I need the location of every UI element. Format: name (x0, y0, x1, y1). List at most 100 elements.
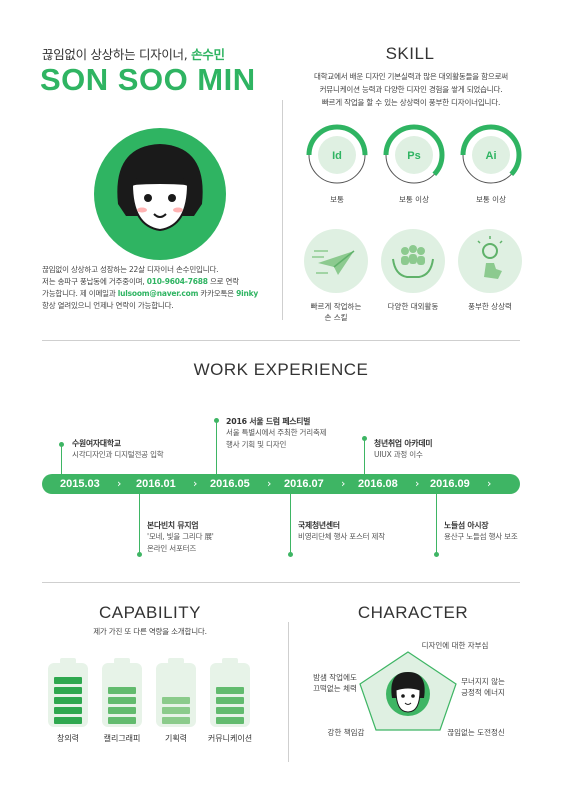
trait-label-line: 손 스킬 (324, 313, 348, 322)
battery-segment (216, 697, 244, 704)
battery-segment (54, 717, 82, 724)
skill-level: 보통 이상 (476, 195, 506, 204)
event-desc: 행사 기획 및 디자인 (226, 440, 287, 449)
trait-line: 밤샘 작업에도 (313, 673, 357, 682)
skill-desc-line: 빠르게 작업을 할 수 있는 상상력이 풍부한 디자이너입니다. (321, 98, 501, 107)
character-trait: 끊임없는 도전정신 (447, 728, 505, 737)
event-desc: 서울 특별시에서 주최한 거리축제 (226, 428, 327, 437)
kakao-id: 9inky (236, 289, 259, 298)
people-hands-icon (392, 245, 434, 278)
divider (42, 340, 520, 341)
timeline-event: 청년취업 아카데미 UIUX 과정 이수 (374, 438, 433, 461)
battery-segment (108, 697, 136, 704)
event-title: 노들섬 아시장 (444, 521, 489, 530)
timeline-event: 국제청년센터 비영리단체 행사 포스터 제작 (298, 520, 385, 543)
intro-text: 으로 연락 (209, 277, 239, 286)
intro-line: 저는 송파구 풍납동에 거주중이며, 010-9604-7688 으로 연락 (42, 276, 272, 288)
battery-segment (108, 707, 136, 714)
battery-segment (108, 687, 136, 694)
capability-title: CAPABILITY (99, 603, 201, 622)
skill-description: 대학교에서 배운 디자인 기본실력과 많은 대외활동들을 함으로써 커뮤니케이션… (298, 70, 524, 109)
timeline-connector (216, 420, 217, 474)
battery-0 (48, 663, 88, 727)
timeline-event: 본다빈치 뮤지엄 '모네, 빛을 그리다 展' 온라인 서포터즈 (147, 520, 214, 555)
skill-desc-line: 커뮤니케이션 능력과 다양한 디자인 경험을 쌓게 되었습니다. (319, 85, 503, 94)
timeline-dot (214, 418, 219, 423)
work-title: WORK EXPERIENCE (193, 360, 369, 379)
trait-bubble (304, 229, 368, 293)
timeline-connector (436, 494, 437, 554)
battery-1 (102, 663, 142, 727)
event-desc: 비영리단체 행사 포스터 제작 (298, 532, 385, 541)
chevron-right-icon: › (487, 477, 492, 490)
capability-label: 커뮤니케이션 (207, 734, 253, 743)
event-title: 청년취업 아카데미 (374, 439, 433, 448)
trait-line: 무너지지 않는 (461, 677, 505, 686)
paper-plane-icon (312, 250, 355, 275)
timeline-date: 2016.09 (430, 478, 470, 490)
battery-segment (54, 707, 82, 714)
intro-line: 끊임없이 상상하고 성장하는 22살 디자이너 손수민입니다. (42, 265, 219, 274)
page-title: SON SOO MIN (40, 62, 256, 97)
battery-segment (216, 687, 244, 694)
svg-text:Ai: Ai (486, 150, 497, 162)
intro-text: 카카오톡은 (200, 289, 234, 298)
chevron-right-icon: › (193, 477, 198, 490)
subtitle-name: 손수민 (191, 47, 225, 62)
chevron-right-icon: › (341, 477, 346, 490)
character-trait: 밤샘 작업에도 끄떡없는 체력 (300, 672, 370, 694)
battery-segment (54, 687, 82, 694)
timeline-event: 수원여자대학교 시각디자인과 디지털전공 입학 (72, 438, 164, 461)
timeline-dot (59, 442, 64, 447)
battery-segment (216, 717, 244, 724)
event-desc: 시각디자인과 디지털전공 입학 (72, 450, 164, 459)
divider (42, 582, 520, 583)
trait-label: 다양한 대외활동 (387, 302, 439, 311)
timeline-date: 2015.03 (60, 478, 100, 490)
intro-text: 저는 송파구 풍납동에 거주중이며, (42, 277, 145, 286)
battery-segment (216, 707, 244, 714)
character-trait: 강한 책임감 (327, 728, 365, 737)
trait-line: 긍정적 에너지 (461, 688, 505, 697)
timeline-date: 2016.01 (136, 478, 176, 490)
character-trait: 무너지지 않는 긍정적 에너지 (448, 676, 518, 698)
timeline-connector (364, 438, 365, 474)
battery-cap (168, 658, 184, 664)
capability-label: 창의력 (56, 734, 80, 743)
timeline-event: 2016 서울 드럼 페스티벌 서울 특별시에서 주최한 거리축제 행사 기획 … (226, 416, 327, 451)
divider (282, 100, 283, 320)
subtitle-text: 끊임없이 상상하는 디자이너, (42, 47, 188, 62)
timeline-event: 노들섬 아시장 용산구 노들섬 행사 보조 (444, 520, 518, 543)
battery-segment (54, 697, 82, 704)
battery-2 (156, 663, 196, 727)
battery-cap (114, 658, 130, 664)
skill-ring-ai: Ai (460, 124, 522, 186)
chevron-right-icon: › (415, 477, 420, 490)
skill-ring-ps: Ps (383, 124, 445, 186)
trait-label: 풍부한 상상력 (468, 302, 512, 311)
battery-cap (222, 658, 238, 664)
event-desc: '모네, 빛을 그리다 展' (147, 532, 214, 541)
timeline-date: 2016.05 (210, 478, 250, 490)
event-desc: 온라인 서포터즈 (147, 544, 197, 553)
intro-text: 가능합니다. 제 이메일과 (42, 289, 116, 298)
chevron-right-icon: › (267, 477, 272, 490)
skill-desc-line: 대학교에서 배운 디자인 기본실력과 많은 대외활동들을 함으로써 (313, 72, 508, 81)
battery-cap (60, 658, 76, 664)
capability-description: 제가 가진 또 다른 역량을 소개합니다. (93, 627, 207, 636)
battery-segment (108, 717, 136, 724)
skill-level: 보통 이상 (399, 195, 429, 204)
trait-line: 끄떡없는 체력 (313, 684, 357, 693)
svg-text:Ps: Ps (407, 150, 420, 162)
character-title: CHARACTER (357, 603, 469, 622)
skill-title: SKILL (385, 44, 435, 63)
event-title: 수원여자대학교 (72, 439, 121, 448)
intro-line: 가능합니다. 제 이메일과 lulsoom@naver.com 카카오톡은 9i… (42, 288, 272, 300)
intro-line: 항상 열려있으니 언제나 연락이 가능합니다. (42, 301, 174, 310)
phone-number: 010-9604-7688 (146, 277, 208, 286)
timeline-bar (42, 474, 520, 494)
chevron-right-icon: › (117, 477, 122, 490)
header-subtitle: 끊임없이 상상하는 디자이너, 손수민 (42, 44, 225, 63)
skill-ring-graphic: Id (306, 124, 368, 186)
timeline-connector (290, 494, 291, 554)
